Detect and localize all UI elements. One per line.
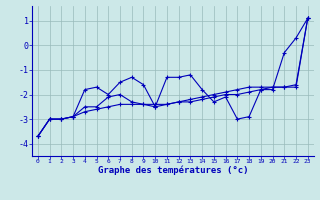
X-axis label: Graphe des températures (°c): Graphe des températures (°c) (98, 166, 248, 175)
